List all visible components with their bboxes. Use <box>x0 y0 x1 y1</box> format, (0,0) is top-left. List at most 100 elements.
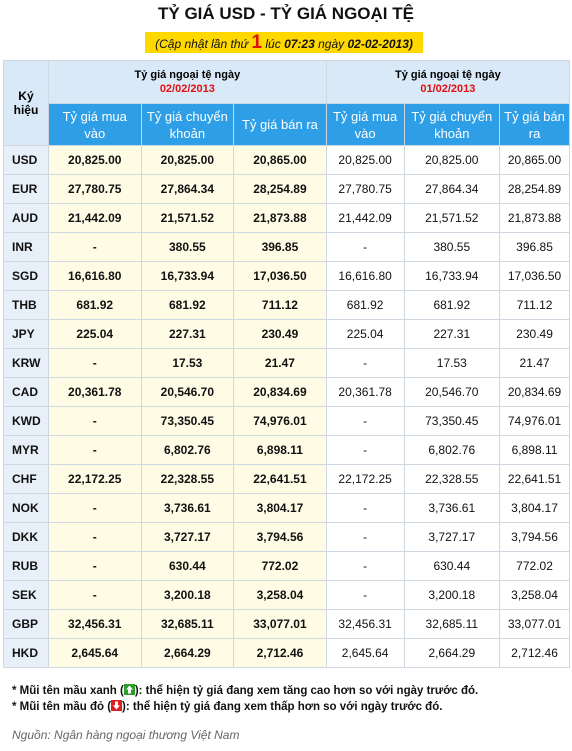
rate-cell: 2,664.29 <box>403 638 501 668</box>
rate-cell: 3,794.56 <box>233 522 327 552</box>
rate-cell: - <box>47 580 142 610</box>
rate-cell: 230.49 <box>233 319 327 349</box>
rate-cell: 21,873.88 <box>499 203 570 233</box>
rate-cell: 33,077.01 <box>233 609 327 639</box>
group-header: Tỷ giá ngoại tệ ngày 01/02/2013 <box>325 60 571 104</box>
currency-code: MYR <box>3 435 49 465</box>
table-row: SEK -3,200.18 3,258.04-3,200.18 3,258.04 <box>3 580 570 610</box>
notes: * Mũi tên mầu xanh ( ): thể hiện tỷ giá đ… <box>12 683 478 715</box>
rate-cell: 681.92 <box>47 290 142 320</box>
rate-cell: 711.12 <box>499 290 570 320</box>
table-head: Ký hiệu Tỷ giá ngoại tệ ngày 02/02/2013 Tỷ… <box>3 60 571 146</box>
table-row: USD 20,825.00 20,825.00 20,865.00 20,825.00 2… <box>3 145 570 175</box>
table-row: GBP 32,456.31 32,685.11 33,077.01 32,456.31 3… <box>3 609 570 639</box>
rate-cell: 16,733.94 <box>140 261 235 291</box>
rate-cell: 20,865.00 <box>233 145 327 175</box>
rate-cell: 2,712.46 <box>499 638 570 668</box>
currency-code: INR <box>3 232 49 262</box>
rate-cell: - <box>47 348 142 378</box>
rate-cell: 2,664.29 <box>140 638 235 668</box>
rate-cell: 3,727.17 <box>403 522 501 552</box>
rate-cell: 21.47 <box>499 348 570 378</box>
down-arrow-icon <box>111 700 123 711</box>
rate-cell: - <box>325 435 405 465</box>
currency-code: AUD <box>3 203 49 233</box>
update-count: 1 <box>251 32 263 53</box>
page-title: TỶ GIÁ USD - TỶ GIÁ NGOẠI TỆ <box>158 4 414 23</box>
rate-cell: 27,780.75 <box>47 174 142 204</box>
rate-cell: - <box>47 551 142 581</box>
rate-cell: 28,254.89 <box>499 174 570 204</box>
currency-code: USD <box>3 145 49 175</box>
rate-table: Ký hiệu Tỷ giá ngoại tệ ngày 02/02/2013 Tỷ… <box>3 60 571 668</box>
rate-cell: 32,685.11 <box>140 609 235 639</box>
subheader-row: Tỷ giá mua vào Tỷ giá chuyển khoản Tỷ giá … <box>4 103 570 146</box>
table-row: KRW -17.53 21.47-17.53 21.47 <box>3 348 570 378</box>
rate-cell: 22,328.55 <box>403 464 501 494</box>
group-date: 01/02/2013 <box>420 83 476 95</box>
rate-cell: 20,546.70 <box>140 377 235 407</box>
rate-cell: 21,442.09 <box>47 203 142 233</box>
table-row: JPY 225.04 227.31 230.49 225.04 227.31 230.49 <box>3 319 570 349</box>
code-header: Ký hiệu <box>3 60 49 146</box>
note-text: * Mũi tên mầu xanh ( <box>12 685 124 697</box>
rate-cell: 20,825.00 <box>403 145 501 175</box>
rate-cell: 32,456.31 <box>47 609 142 639</box>
rate-cell: 20,834.69 <box>233 377 327 407</box>
rate-cell: 2,645.64 <box>47 638 142 668</box>
rate-cell: - <box>47 406 142 436</box>
table-row: MYR -6,802.76 6,898.11-6,802.76 6,898.11 <box>3 435 570 465</box>
rate-cell: 225.04 <box>47 319 142 349</box>
update-bar: (Cập nhật lần thứ 1 lúc 07:23 ngày 02-02… <box>145 32 423 53</box>
rate-cell: 3,258.04 <box>499 580 570 610</box>
update-at: lúc <box>265 37 281 51</box>
rate-cell: 21.47 <box>233 348 327 378</box>
column-header: Tỷ giá chuyển khoản <box>140 103 235 146</box>
rate-cell: 17,036.50 <box>233 261 327 291</box>
rate-cell: 22,172.25 <box>325 464 405 494</box>
rate-cell: 73,350.45 <box>403 406 501 436</box>
rate-cell: 2,645.64 <box>325 638 405 668</box>
rate-cell: 27,864.34 <box>140 174 235 204</box>
rate-cell: 6,802.76 <box>403 435 501 465</box>
rate-cell: 17.53 <box>403 348 501 378</box>
rate-cell: 6,898.11 <box>233 435 327 465</box>
rate-cell: 6,898.11 <box>499 435 570 465</box>
update-prefix: (Cập nhật lần thứ <box>155 37 249 51</box>
currency-code: CHF <box>3 464 49 494</box>
rate-cell: 380.55 <box>140 232 235 262</box>
rate-cell: 225.04 <box>325 319 405 349</box>
rate-cell: 396.85 <box>233 232 327 262</box>
table-row: HKD 2,645.64 2,664.29 2,712.46 2,645.64 2,664… <box>3 638 570 668</box>
rate-cell: 74,976.01 <box>233 406 327 436</box>
group-title: Tỷ giá ngoại tệ ngày <box>134 69 241 81</box>
rate-cell: 21,442.09 <box>325 203 405 233</box>
currency-code: NOK <box>3 493 49 523</box>
column-header: Tỷ giá mua vào <box>325 103 405 146</box>
rate-cell: 380.55 <box>403 232 501 262</box>
rate-cell: 21,571.52 <box>403 203 501 233</box>
table-row: KWD -73,350.45 74,976.01-73,350.45 74,976.0… <box>3 406 570 436</box>
rate-cell: 3,804.17 <box>499 493 570 523</box>
update-date-label: ngày <box>318 37 345 51</box>
rate-cell: - <box>325 232 405 262</box>
rate-cell: 3,804.17 <box>233 493 327 523</box>
note-text: * Mũi tên mầu đỏ ( <box>12 701 112 713</box>
rate-cell: 6,802.76 <box>140 435 235 465</box>
table-row: CAD 20,361.78 20,546.70 20,834.69 20,361.78 2… <box>3 377 570 407</box>
rate-cell: - <box>325 580 405 610</box>
rate-cell: 22,328.55 <box>140 464 235 494</box>
rate-cell: - <box>47 232 142 262</box>
rate-cell: - <box>47 522 142 552</box>
rate-cell: 27,864.34 <box>403 174 501 204</box>
table-row: DKK -3,727.17 3,794.56-3,727.17 3,794.56 <box>3 522 570 552</box>
source: Nguồn: Ngân hàng ngoại thương Việt Nam <box>12 728 240 742</box>
rate-cell: 3,736.61 <box>403 493 501 523</box>
note-text: ): thể hiện tỷ giá đang xem tăng cao hơn… <box>134 685 479 697</box>
table-row: AUD 21,442.09 21,571.52 21,873.88 21,442.09 2… <box>3 203 570 233</box>
rate-cell: 17,036.50 <box>499 261 570 291</box>
rate-cell: 3,200.18 <box>140 580 235 610</box>
table-row: SGD 16,616.80 16,733.94 17,036.50 16,616.80 1… <box>3 261 570 291</box>
rate-cell: 230.49 <box>499 319 570 349</box>
rate-cell: 27,780.75 <box>325 174 405 204</box>
